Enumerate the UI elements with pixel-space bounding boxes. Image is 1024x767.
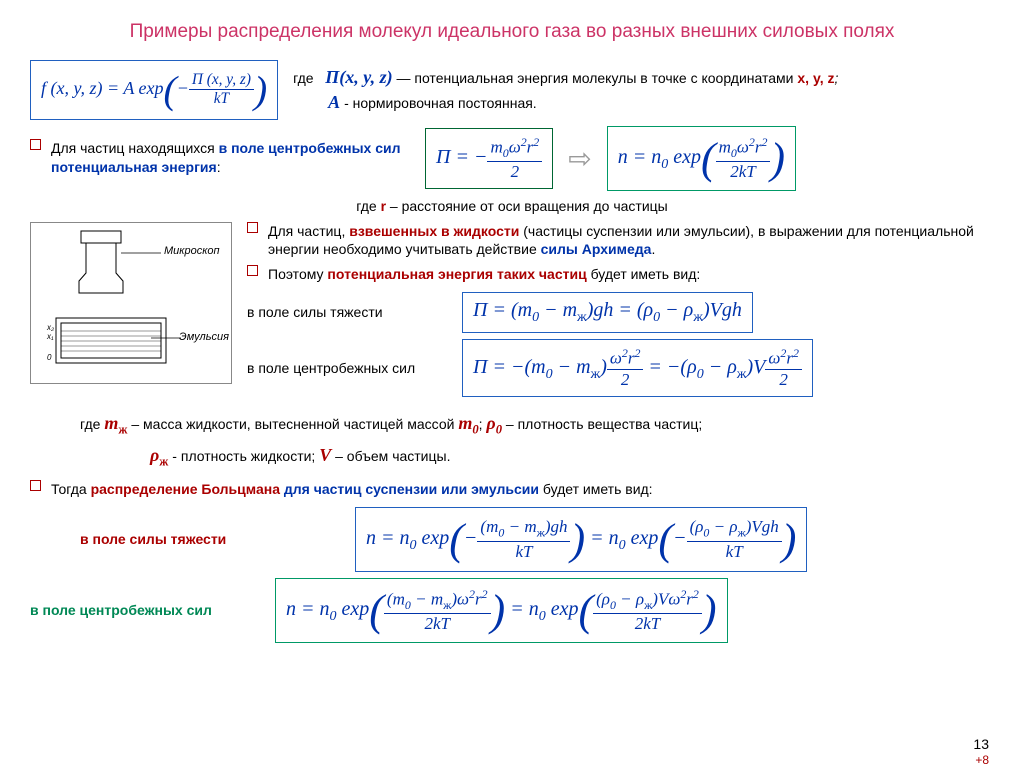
r-definition: где r – расстояние от оси вращения до ча… bbox=[30, 197, 994, 216]
formula-n-gravity: n = n0 exp(−(m0 − mж)ghkT) = n0 exp(−(ρ0… bbox=[355, 507, 807, 572]
bullet-icon bbox=[30, 480, 41, 491]
definition-text: где П(x, y, z) — потенциальная энергия м… bbox=[293, 65, 994, 114]
suspension-intro: Для частиц, взвешенных в жидкости (части… bbox=[268, 222, 994, 260]
page-number: 13 bbox=[973, 736, 989, 752]
centrifugal-intro: Для частиц находящихся в поле центробежн… bbox=[51, 139, 410, 177]
centrifugal-label: в поле центробежных сил bbox=[247, 359, 447, 378]
bullet-icon bbox=[247, 265, 258, 276]
svg-text:0: 0 bbox=[47, 353, 52, 362]
svg-text:x₁: x₁ bbox=[46, 332, 54, 341]
density-note: ρж - плотность жидкости; V – объем части… bbox=[30, 443, 994, 471]
gravity-label-2: в поле силы тяжести bbox=[30, 530, 340, 549]
gravity-label: в поле силы тяжести bbox=[247, 303, 447, 322]
formula-centrifugal-susp: П = −(m0 − mж)ω2r22 = −(ρ0 − ρж)Vω2r22 bbox=[462, 339, 813, 397]
formula-centrifugal-pe: П = −m0ω2r22 bbox=[425, 128, 553, 189]
suspension-pe-intro: Поэтому потенциальная энергия таких част… bbox=[268, 265, 700, 284]
mass-note: где mж – масса жидкости, вытесненной час… bbox=[30, 411, 994, 439]
page-title: Примеры распределения молекул идеального… bbox=[30, 20, 994, 45]
boltzmann-susp-intro: Тогда распределение Больцмана для частиц… bbox=[51, 480, 653, 499]
bullet-icon bbox=[30, 139, 41, 150]
microscope-diagram: x₂ x₁ 0 Микроскоп Эмульсия bbox=[30, 222, 232, 384]
formula-boltzmann-general: f (x, y, z) = A exp(−П (x, y, z)kT) bbox=[30, 60, 278, 120]
svg-text:x₂: x₂ bbox=[46, 323, 54, 332]
plus-number: +8 bbox=[975, 753, 989, 767]
formula-centrifugal-n: n = n0 exp(m0ω2r22kT) bbox=[607, 126, 796, 191]
arrow-icon: ⇨ bbox=[568, 142, 591, 175]
formula-gravity-susp: П = (m0 − mж)gh = (ρ0 − ρж)Vgh bbox=[462, 292, 753, 333]
formula-n-centrifugal: n = n0 exp((m0 − mж)ω2r22kT) = n0 exp((ρ… bbox=[275, 578, 728, 643]
bullet-icon bbox=[247, 222, 258, 233]
centrifugal-label-2: в поле центробежных сил bbox=[30, 601, 260, 620]
